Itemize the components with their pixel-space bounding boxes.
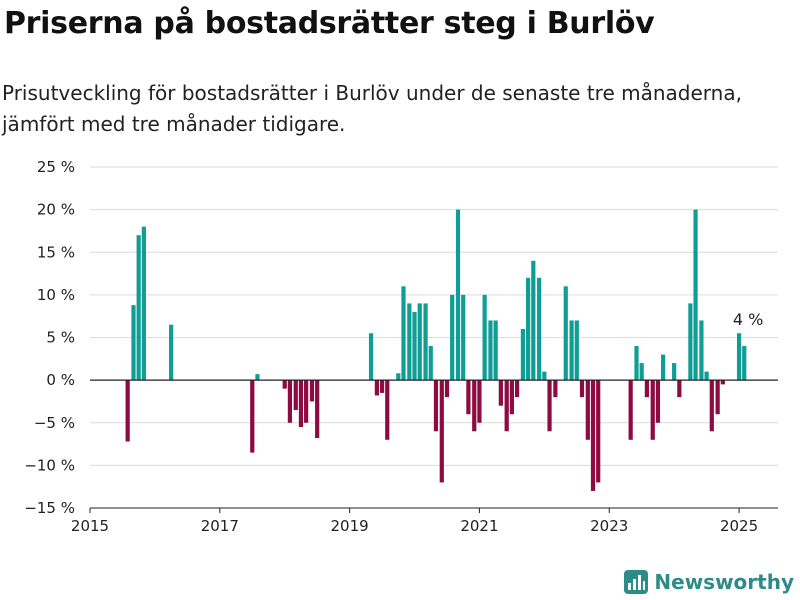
bar xyxy=(736,333,742,381)
bar xyxy=(293,380,298,410)
x-tick-label: 2015 xyxy=(71,517,109,535)
bar xyxy=(547,380,552,432)
x-tick-label: 2023 xyxy=(590,517,628,535)
bar xyxy=(250,380,255,453)
bar xyxy=(412,311,417,381)
bar xyxy=(255,374,260,381)
bar xyxy=(141,226,146,381)
y-tick-label: 10 % xyxy=(37,286,75,304)
y-tick-label: 15 % xyxy=(37,243,75,261)
y-tick-label: 25 % xyxy=(37,158,75,176)
x-tick-label: 2017 xyxy=(201,517,239,535)
newsworthy-logo-icon xyxy=(624,570,649,594)
page-title: Priserna på bostadsrätter steg i Burlöv xyxy=(4,6,655,41)
bar xyxy=(125,380,130,442)
bar xyxy=(563,286,568,381)
bar xyxy=(526,277,531,381)
bar xyxy=(509,380,514,415)
bar xyxy=(596,380,601,483)
bar xyxy=(715,380,720,415)
bar xyxy=(639,363,644,381)
newsworthy-logo: Newsworthy xyxy=(624,570,794,594)
bar xyxy=(423,303,428,381)
bar xyxy=(514,380,520,398)
x-tick-label: 2021 xyxy=(460,517,498,535)
bar xyxy=(169,324,174,381)
page-subtitle: Prisutveckling för bostadsrätter i Burlö… xyxy=(2,81,742,136)
bar xyxy=(531,260,536,381)
bar xyxy=(477,380,482,423)
bar xyxy=(282,380,287,389)
bar xyxy=(287,380,293,423)
bar xyxy=(661,354,666,381)
x-tick-label: 2025 xyxy=(720,517,758,535)
bar xyxy=(520,328,526,381)
bar xyxy=(136,235,141,381)
bar xyxy=(628,380,633,440)
y-tick-label: 0 % xyxy=(46,371,75,389)
bar xyxy=(553,380,558,398)
bar xyxy=(579,380,585,398)
bar xyxy=(368,333,374,381)
bar xyxy=(433,380,439,432)
bar xyxy=(417,303,422,381)
bar xyxy=(455,209,461,381)
bar xyxy=(742,346,747,381)
bar xyxy=(644,380,649,398)
bar xyxy=(401,286,406,381)
bar xyxy=(450,294,455,381)
y-tick-label: −15 % xyxy=(24,499,75,517)
bar xyxy=(677,380,682,398)
bar xyxy=(482,294,487,381)
axes xyxy=(89,379,778,513)
bar xyxy=(428,346,433,381)
bar xyxy=(374,380,379,396)
bar xyxy=(298,380,304,428)
bar xyxy=(590,380,596,491)
y-tick-label: 5 % xyxy=(46,329,75,347)
bar xyxy=(672,363,677,381)
bar xyxy=(309,380,315,402)
bar xyxy=(304,380,309,423)
bar xyxy=(493,320,498,381)
bar xyxy=(704,371,709,381)
bars xyxy=(125,209,747,491)
brand-name: Newsworthy xyxy=(654,570,794,594)
y-tick-label: 20 % xyxy=(37,201,75,219)
bar xyxy=(585,380,590,440)
bar xyxy=(472,380,477,432)
bar xyxy=(131,305,136,381)
bar xyxy=(709,380,714,432)
bar xyxy=(688,303,693,381)
bar xyxy=(634,346,639,381)
bar xyxy=(444,380,450,398)
bar xyxy=(315,380,320,439)
bar xyxy=(574,320,579,381)
bar xyxy=(498,380,503,406)
bar xyxy=(461,294,466,381)
y-tick-label: −5 % xyxy=(34,414,75,432)
bar xyxy=(720,380,725,385)
x-tick-label: 2019 xyxy=(331,517,369,535)
latest-value-annotation: 4 % xyxy=(733,310,763,329)
y-tick-label: −10 % xyxy=(24,456,75,474)
bar xyxy=(439,380,444,483)
bar xyxy=(655,380,661,423)
bar xyxy=(542,371,547,381)
bar xyxy=(407,303,412,381)
bar xyxy=(488,320,493,381)
bar xyxy=(466,380,471,415)
bar xyxy=(693,209,698,381)
bar xyxy=(379,380,385,393)
tick-labels: −15 % −10 % −5 % 0 % 5 % 10 % 15 % 20 % 25 % 2015… xyxy=(24,158,763,535)
bar xyxy=(385,380,390,440)
bar xyxy=(396,373,401,381)
bar xyxy=(504,380,509,432)
bar xyxy=(699,320,704,381)
bar xyxy=(650,380,655,440)
bar xyxy=(537,277,542,381)
bar xyxy=(569,320,574,381)
grid-lines xyxy=(90,166,778,509)
